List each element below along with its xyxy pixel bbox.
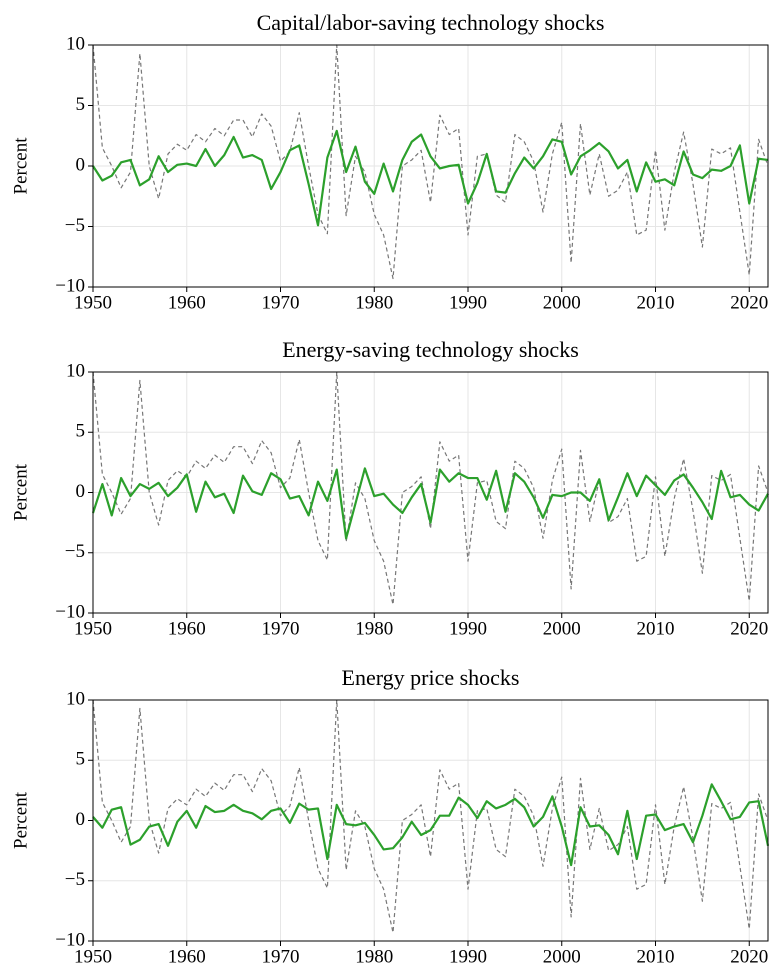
- y-tick-label: 0: [76, 154, 86, 175]
- x-tick-label: 2020: [730, 946, 768, 967]
- x-tick-label: 2010: [637, 946, 675, 967]
- x-tick-label: 1960: [168, 946, 206, 967]
- x-tick-label: 1950: [74, 946, 112, 967]
- chart-title: Capital/labor-saving technology shocks: [257, 10, 605, 35]
- y-tick-label: 10: [66, 688, 85, 709]
- y-tick-label: −10: [55, 275, 85, 296]
- y-tick-label: −5: [65, 215, 85, 236]
- data-line: [92, 129, 769, 227]
- chart-title: Energy price shocks: [342, 665, 520, 690]
- x-tick-label: 1980: [355, 946, 393, 967]
- chart-title: Energy-saving technology shocks: [282, 337, 579, 362]
- x-tick-label: 1950: [74, 292, 112, 313]
- plot-frame: [92, 371, 769, 614]
- x-tick-label: 2000: [543, 946, 581, 967]
- x-tick-label: 2010: [637, 618, 675, 639]
- x-tick-label: 1970: [262, 618, 300, 639]
- x-tick-label: 2000: [543, 292, 581, 313]
- y-tick-label: −10: [55, 929, 85, 950]
- x-tick-label: 2020: [730, 292, 768, 313]
- x-tick-label: 1990: [449, 946, 487, 967]
- y-tick-label: 5: [76, 94, 86, 115]
- x-tick-label: 1990: [449, 618, 487, 639]
- dashed-line: [92, 699, 769, 934]
- x-tick-label: 2010: [637, 292, 675, 313]
- data-line: [92, 783, 770, 867]
- plot-frame: [92, 44, 769, 288]
- x-tick-label: 1980: [355, 618, 393, 639]
- y-axis-label: Percent: [10, 463, 31, 521]
- x-tick-label: 1980: [355, 292, 393, 313]
- y-tick-label: 0: [76, 481, 86, 502]
- y-tick-label: 0: [76, 809, 86, 830]
- dashed-line: [92, 44, 769, 280]
- y-axis-label: Percent: [10, 137, 31, 195]
- y-axis-label: Percent: [10, 791, 31, 849]
- dashed-line: [92, 371, 769, 606]
- x-tick-label: 1960: [168, 292, 206, 313]
- x-tick-label: 1990: [449, 292, 487, 313]
- plot-frame: [92, 699, 769, 942]
- x-tick-label: 1950: [74, 618, 112, 639]
- x-tick-label: 2020: [730, 618, 768, 639]
- y-tick-label: −10: [55, 601, 85, 622]
- x-tick-label: 1970: [262, 946, 300, 967]
- x-tick-label: 1970: [262, 292, 300, 313]
- y-tick-label: 10: [66, 360, 85, 381]
- data-line: [91, 467, 769, 540]
- x-tick-label: 2000: [543, 618, 581, 639]
- y-tick-label: 5: [76, 421, 86, 442]
- y-tick-label: −5: [65, 541, 85, 562]
- y-tick-label: −5: [65, 869, 85, 890]
- y-tick-label: 10: [66, 33, 85, 54]
- y-tick-label: 5: [76, 749, 86, 770]
- x-tick-label: 1960: [168, 618, 206, 639]
